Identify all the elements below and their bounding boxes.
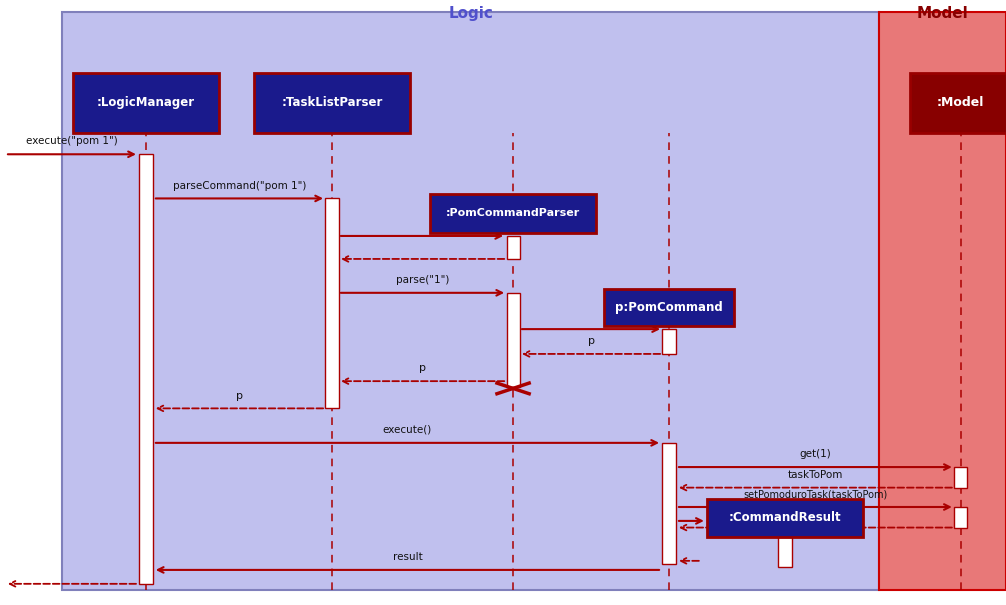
- Text: execute("pom 1"): execute("pom 1"): [26, 136, 118, 146]
- Text: result: result: [392, 552, 423, 562]
- Bar: [706, 499, 863, 537]
- Bar: [604, 289, 734, 326]
- Bar: [662, 443, 676, 564]
- Bar: [326, 198, 338, 408]
- Text: parse("1"): parse("1"): [395, 275, 450, 285]
- Text: p: p: [588, 336, 595, 346]
- Bar: [879, 12, 1006, 590]
- Bar: [778, 537, 792, 567]
- Bar: [663, 329, 676, 354]
- Bar: [507, 293, 519, 387]
- Text: :Model: :Model: [937, 96, 985, 110]
- Text: get(1): get(1): [800, 449, 831, 459]
- Text: Logic: Logic: [449, 6, 493, 21]
- Text: :LogicManager: :LogicManager: [97, 96, 195, 110]
- Text: :PomCommandParser: :PomCommandParser: [446, 208, 580, 218]
- Text: p: p: [236, 390, 242, 401]
- Text: Model: Model: [916, 6, 969, 21]
- Bar: [910, 73, 1006, 133]
- Bar: [507, 236, 519, 259]
- Bar: [139, 154, 153, 584]
- Text: parseCommand("pom 1"): parseCommand("pom 1"): [173, 180, 306, 191]
- Text: :TaskListParser: :TaskListParser: [282, 96, 382, 110]
- Bar: [254, 73, 410, 133]
- Text: p:PomCommand: p:PomCommand: [615, 301, 723, 314]
- Bar: [62, 12, 879, 590]
- Bar: [954, 467, 967, 488]
- Bar: [954, 507, 967, 528]
- Text: execute(): execute(): [383, 425, 432, 435]
- Text: :CommandResult: :CommandResult: [728, 511, 841, 525]
- Text: p: p: [420, 363, 426, 373]
- Bar: [72, 73, 218, 133]
- Text: taskToPom: taskToPom: [788, 469, 843, 480]
- Text: setPomoduroTask(taskToPom): setPomoduroTask(taskToPom): [743, 489, 887, 499]
- Bar: [430, 194, 596, 233]
